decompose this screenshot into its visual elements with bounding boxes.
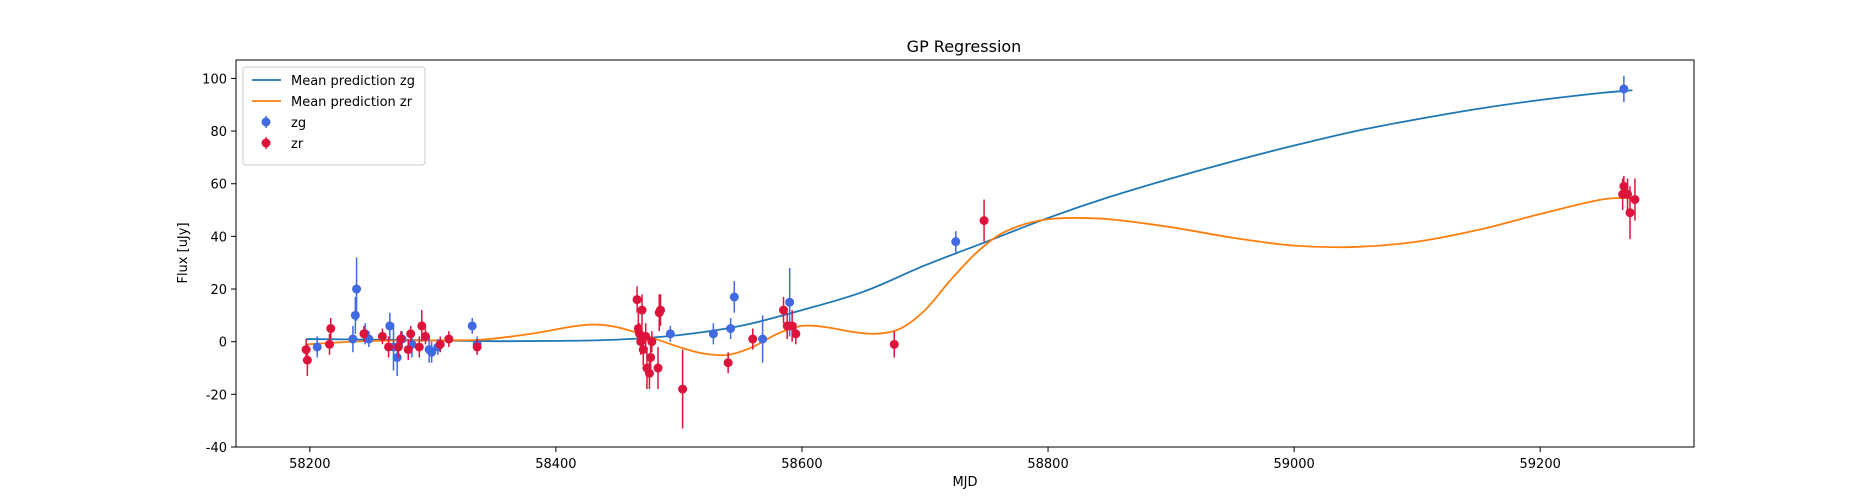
point-zg [951,237,961,247]
plot-area-frame [235,59,1695,448]
point-zg [350,310,360,320]
point-zr [979,216,989,226]
point-zr [377,331,387,341]
point-zr [647,337,657,347]
point-zr [1619,181,1629,191]
point-zg [392,352,402,362]
x-tick-label: 59200 [1520,457,1561,472]
point-zg [665,329,675,339]
point-zr [655,305,665,315]
point-zr [384,342,394,352]
x-tick-label: 59000 [1273,457,1314,472]
x-tick-label: 58200 [289,457,330,472]
plot-points [301,75,1640,429]
series-line-mean-prediction-zr [306,197,1633,357]
y-tick-label: 0 [219,336,227,351]
point-zg [467,321,477,331]
point-zg [758,334,768,344]
point-zr [678,384,688,394]
point-zr [632,295,642,305]
point-zr [325,339,335,349]
x-axis: 58200 58400 58600 58800 59000 59200 [289,447,1561,472]
legend-label: Mean prediction zr [291,95,413,110]
series-line-mean-prediction-zg [306,89,1633,343]
point-zr [396,334,406,344]
point-zr [417,321,427,331]
chart-title: GP Regression [907,37,1022,56]
point-zr [420,331,430,341]
point-zr [646,352,656,362]
legend: Mean prediction zg Mean prediction zr zg zr [242,66,426,166]
x-tick-label: 58600 [781,457,822,472]
point-zr [403,345,413,355]
point-zr [641,331,651,341]
legend-label: zr [291,137,304,152]
y-tick-label: -40 [206,441,227,456]
y-tick-label: 80 [210,125,227,140]
y-tick-label: 20 [210,283,227,298]
point-zg [427,347,437,357]
point-zr [637,305,647,315]
point-zr [748,334,758,344]
point-zg [726,324,736,334]
legend-swatch-marker [261,117,271,127]
point-zg [708,329,718,339]
point-zr [414,342,424,352]
point-zg [312,342,322,352]
x-tick-label: 58800 [1027,457,1068,472]
y-axis-label: Flux [uJy] [176,222,191,283]
legend-box [242,66,426,166]
plot-lines [306,89,1633,357]
point-zg [348,334,358,344]
y-tick-label: 100 [202,72,227,87]
point-zr [444,334,454,344]
point-zg [785,297,795,307]
point-zr [301,345,311,355]
x-axis-label: MJD [952,475,977,490]
point-zr [779,305,789,315]
point-zg [385,321,395,331]
point-zr [791,329,801,339]
y-tick-label: 40 [210,230,227,245]
point-zr [787,321,797,331]
y-axis: -40 -20 0 20 40 60 80 100 [202,72,236,456]
point-zr [644,368,654,378]
point-zr [889,339,899,349]
point-zr [653,363,663,373]
point-zr [326,324,336,334]
point-zr [435,339,445,349]
point-zr [1630,195,1640,205]
x-tick-label: 58400 [535,457,576,472]
point-zg [729,292,739,302]
point-zr [359,329,369,339]
legend-label: zg [291,116,306,131]
legend-swatch-marker [261,138,271,148]
y-tick-label: -20 [206,388,227,403]
point-zr [1625,208,1635,218]
point-zr [472,342,482,352]
y-tick-label: 60 [210,178,227,193]
point-zr [406,329,416,339]
point-zr [723,358,733,368]
point-zr [302,355,312,365]
legend-label: Mean prediction zg [291,74,415,89]
point-zg [1619,84,1629,94]
point-zg [352,284,362,294]
